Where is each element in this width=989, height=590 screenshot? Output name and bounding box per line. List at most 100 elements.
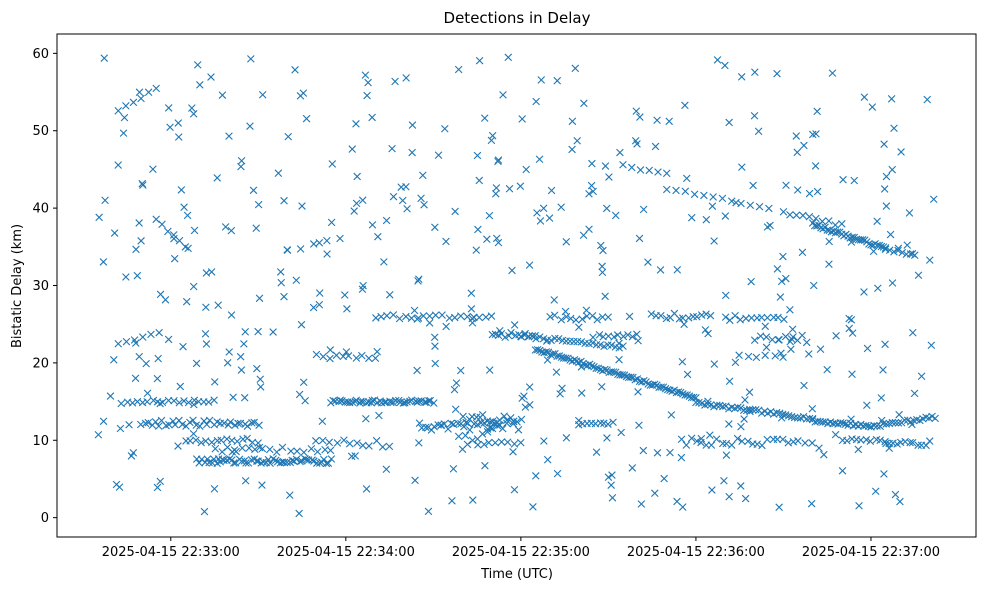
data-point <box>481 461 489 470</box>
data-point <box>704 329 712 338</box>
data-point <box>877 242 886 251</box>
data-point <box>214 301 222 309</box>
data-point <box>850 176 859 185</box>
data-point <box>494 157 502 166</box>
data-point <box>487 136 496 145</box>
data-point <box>259 458 268 466</box>
data-point <box>403 398 411 406</box>
data-point <box>414 277 422 285</box>
data-point <box>731 311 739 320</box>
data-point <box>624 331 632 339</box>
data-point <box>768 335 777 344</box>
data-point <box>753 440 761 448</box>
data-point <box>419 312 428 320</box>
data-point <box>713 401 721 410</box>
data-point <box>371 354 380 363</box>
data-point <box>786 211 794 219</box>
data-point <box>578 315 587 323</box>
data-point <box>808 414 817 423</box>
data-point <box>142 359 150 368</box>
data-point <box>863 401 871 410</box>
data-point <box>697 438 705 447</box>
data-point <box>254 200 263 209</box>
data-point <box>799 211 807 220</box>
data-point <box>272 448 281 456</box>
data-point <box>740 415 748 423</box>
data-point <box>779 435 787 444</box>
data-point <box>299 378 308 387</box>
data-point <box>588 159 596 168</box>
data-point <box>599 246 607 255</box>
data-point <box>917 372 926 381</box>
data-point <box>110 356 118 364</box>
data-point <box>258 90 267 99</box>
data-point <box>580 99 588 108</box>
data-point <box>927 341 936 350</box>
data-point <box>779 353 787 362</box>
data-point <box>579 231 588 240</box>
data-point <box>891 418 900 427</box>
data-point <box>762 333 771 341</box>
data-point <box>510 321 519 329</box>
data-point <box>774 336 783 344</box>
data-point <box>348 145 357 153</box>
data-point <box>700 191 708 200</box>
data-point <box>522 165 530 174</box>
data-point <box>153 483 162 492</box>
data-point <box>241 476 250 485</box>
data-point <box>577 363 586 371</box>
data-point <box>672 186 680 195</box>
data-point <box>588 362 596 370</box>
data-point <box>744 352 753 361</box>
data-point <box>500 412 508 420</box>
data-point <box>487 312 496 320</box>
data-point <box>777 414 786 422</box>
data-point <box>503 419 511 428</box>
data-point <box>727 197 736 205</box>
data-point <box>690 190 699 199</box>
data-point <box>291 66 299 74</box>
data-point <box>422 423 430 432</box>
data-point <box>363 91 371 100</box>
data-point <box>296 245 305 253</box>
data-point <box>798 331 806 340</box>
data-point <box>813 187 822 196</box>
data-point <box>265 445 274 454</box>
data-point <box>434 151 443 159</box>
data-point <box>362 414 370 423</box>
data-point <box>793 186 802 194</box>
data-point <box>454 432 463 441</box>
data-point <box>509 447 517 456</box>
data-point <box>529 503 537 511</box>
x-tick-label: 2025-04-15 22:33:00 <box>102 545 240 560</box>
data-point <box>374 232 382 241</box>
data-point <box>789 437 798 446</box>
data-point <box>807 499 816 508</box>
data-point <box>94 430 103 439</box>
data-point <box>881 437 889 446</box>
data-point <box>709 193 717 201</box>
data-point <box>324 459 333 468</box>
data-point <box>465 426 474 434</box>
data-point <box>722 451 731 459</box>
data-point <box>475 56 484 65</box>
data-point <box>151 418 160 426</box>
data-point <box>802 415 811 423</box>
data-point <box>516 438 525 447</box>
data-point <box>463 440 472 449</box>
data-point <box>634 388 642 396</box>
data-point <box>402 312 410 321</box>
data-points <box>94 53 939 518</box>
data-point <box>905 209 914 217</box>
data-point <box>340 436 348 444</box>
data-point <box>220 419 228 427</box>
data-point <box>645 166 654 175</box>
data-point <box>430 399 438 407</box>
data-point <box>137 94 145 103</box>
data-point <box>725 420 733 428</box>
data-point <box>677 453 686 462</box>
data-point <box>202 340 211 348</box>
data-point <box>609 368 618 376</box>
data-point <box>408 121 417 129</box>
data-point <box>184 244 192 253</box>
